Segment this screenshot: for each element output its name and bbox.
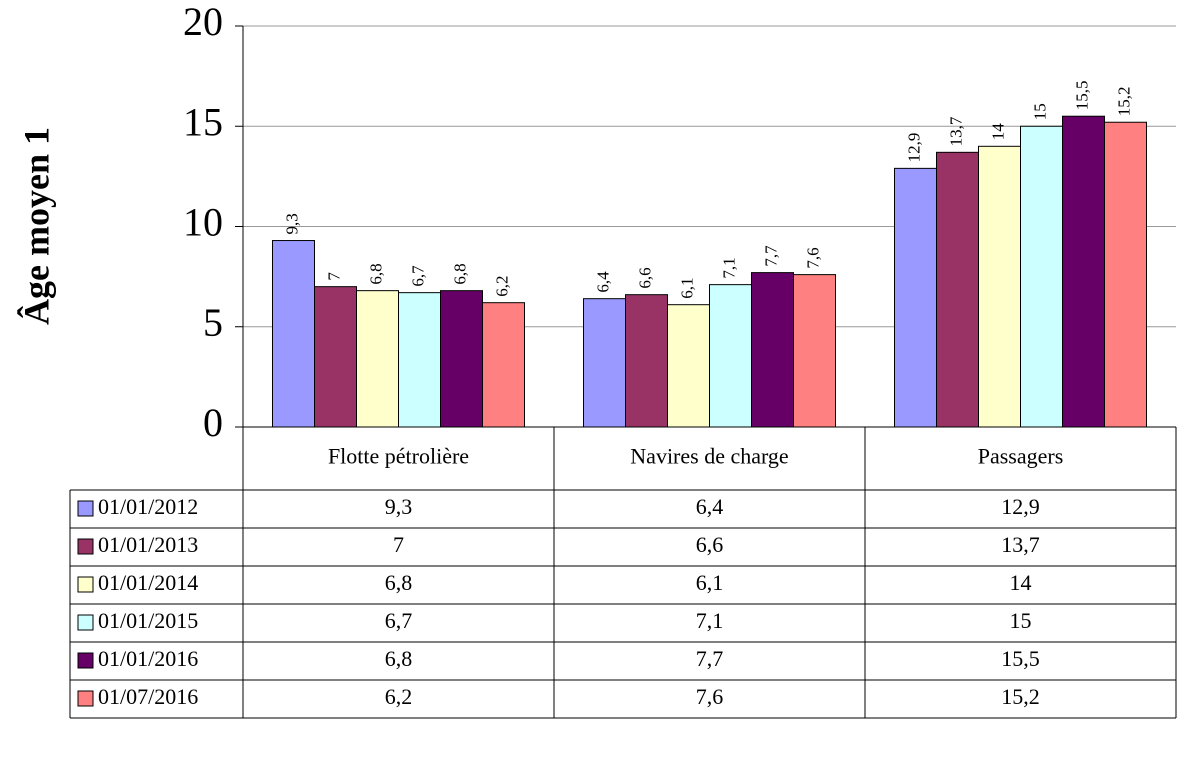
table-cell: 6,2 [385,684,413,709]
bar [625,294,668,428]
data-label: 12,9 [904,133,923,163]
data-label: 7,7 [761,245,780,267]
legend-swatch [77,652,94,669]
y-tick-label: 0 [203,400,223,445]
data-label: 15,2 [1114,86,1133,116]
table-cell: 7,6 [696,684,724,709]
table-cell: 6,8 [385,646,413,671]
bar [398,292,441,428]
bar [1062,115,1105,428]
data-label: 6,8 [366,263,385,284]
data-label: 6,2 [492,275,511,296]
bar [482,302,525,428]
bar [936,151,979,428]
table-cell: 6,8 [385,570,413,595]
table-cell: 6,4 [696,494,724,519]
x-tick-label: Passagers [978,444,1064,469]
table-cell: 7,7 [696,646,724,671]
legend-label: 01/01/2012 [98,494,198,519]
legend-label: 01/01/2014 [98,570,198,595]
bar [793,274,836,428]
legend-label: 01/01/2016 [98,646,198,671]
legend-swatch [77,538,94,555]
data-label: 15 [1030,103,1049,120]
data-label: 6,4 [593,271,612,293]
bar [667,304,710,428]
table-cell: 9,3 [385,494,413,519]
bar [356,290,399,428]
data-label: 9,3 [282,213,301,234]
legend-label: 01/01/2013 [98,532,198,557]
data-label: 14 [988,123,1007,141]
table-cell: 14 [1010,570,1032,595]
data-label: 13,7 [946,116,965,146]
y-tick-label: 20 [183,0,223,44]
legend-label: 01/07/2016 [98,684,198,709]
x-tick-label: Flotte pétrolière [328,444,469,469]
table-cell: 12,9 [1001,494,1040,519]
legend-swatch [77,576,94,593]
data-label: 7 [324,272,343,281]
bar [978,145,1021,428]
table-cell: 13,7 [1001,532,1040,557]
data-label: 7,1 [719,257,738,278]
y-axis-label: Âge moyen 1 [16,127,56,325]
table-cell: 15,5 [1001,646,1040,671]
table-cell: 7,1 [696,608,724,633]
table-cell: 6,1 [696,570,724,595]
x-tick-label: Navires de charge [630,444,788,469]
data-label: 7,6 [803,247,822,268]
data-label: 6,6 [635,267,654,288]
bar [272,240,315,428]
legend-label: 01/01/2015 [98,608,198,633]
data-label: 6,1 [677,277,696,298]
table-cell: 15 [1010,608,1032,633]
table-cell: 7 [393,532,404,557]
bar [1104,121,1147,428]
y-tick-label: 15 [183,99,223,144]
data-label: 6,7 [408,265,427,287]
bar [583,298,626,428]
table-cell: 15,2 [1001,684,1040,709]
data-label: 6,8 [450,263,469,284]
table-cell: 6,7 [385,608,413,633]
data-label: 15,5 [1072,80,1091,110]
legend-swatch [77,690,94,707]
y-tick-label: 5 [203,300,223,345]
bar [440,290,483,428]
bar [1020,125,1063,428]
bar [314,286,357,428]
table-cell: 6,6 [696,532,724,557]
y-tick-label: 10 [183,200,223,245]
bar [709,284,752,428]
legend-swatch [77,500,94,517]
legend-swatch [77,614,94,631]
bar [751,272,794,428]
bar [894,167,937,428]
